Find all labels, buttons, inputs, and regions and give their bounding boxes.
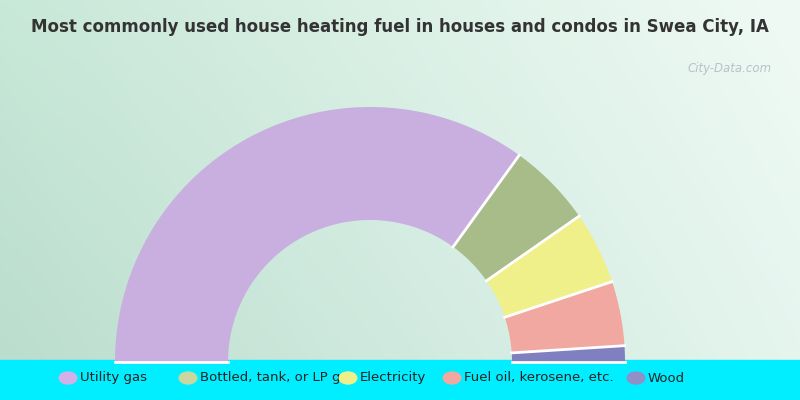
Polygon shape (505, 282, 625, 353)
Text: Most commonly used house heating fuel in houses and condos in Swea City, IA: Most commonly used house heating fuel in… (31, 18, 769, 36)
Bar (0, 360, 800, 400)
Text: Electricity: Electricity (360, 372, 426, 384)
Text: City-Data.com: City-Data.com (688, 62, 772, 75)
Polygon shape (115, 107, 519, 362)
Polygon shape (486, 216, 612, 317)
Ellipse shape (179, 372, 197, 384)
Ellipse shape (443, 372, 461, 384)
Ellipse shape (59, 372, 77, 384)
Polygon shape (453, 155, 579, 281)
Text: Bottled, tank, or LP gas: Bottled, tank, or LP gas (200, 372, 355, 384)
Polygon shape (512, 346, 625, 362)
Text: Fuel oil, kerosene, etc.: Fuel oil, kerosene, etc. (464, 372, 614, 384)
Ellipse shape (339, 372, 357, 384)
Text: Utility gas: Utility gas (80, 372, 147, 384)
Ellipse shape (627, 372, 645, 384)
Text: Wood: Wood (648, 372, 685, 384)
